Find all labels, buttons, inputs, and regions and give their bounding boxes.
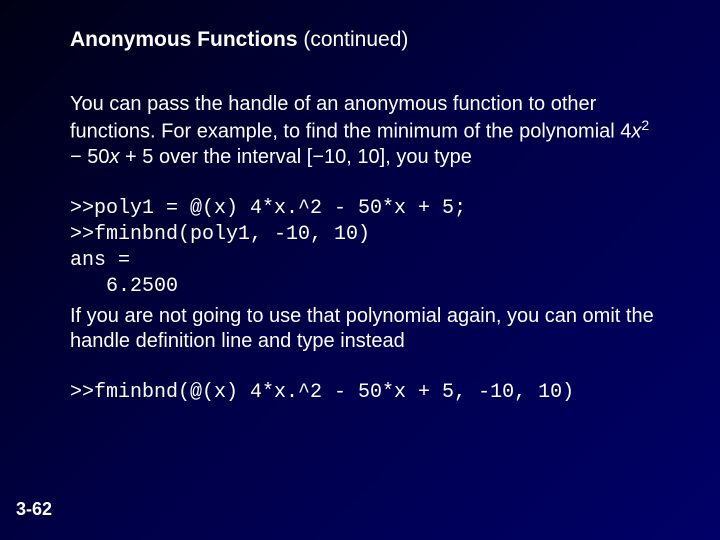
- code-block-2: >>fminbnd(@(x) 4*x.^2 - 50*x + 5, -10, 1…: [70, 380, 660, 406]
- superscript-2: 2: [641, 117, 649, 133]
- slide-content: Anonymous Functions (continued) You can …: [0, 0, 720, 406]
- para1-part-b: − 50: [70, 146, 109, 168]
- paragraph-2: If you are not going to use that polynom…: [70, 304, 660, 354]
- paragraph-1: You can pass the handle of an anonymous …: [70, 92, 660, 170]
- var-x-1: x: [631, 121, 641, 143]
- title-main: Anonymous Functions: [70, 28, 298, 51]
- para1-part-a: You can pass the handle of an anonymous …: [70, 93, 631, 143]
- title-continued: (continued): [298, 28, 409, 51]
- para1-part-c: + 5 over the interval [−10, 10], you typ…: [119, 146, 471, 168]
- var-x-2: x: [109, 146, 119, 168]
- page-number: 3-62: [16, 499, 52, 520]
- code-block-1: >>poly1 = @(x) 4*x.^2 - 50*x + 5; >>fmin…: [70, 196, 660, 300]
- slide-title: Anonymous Functions (continued): [70, 28, 660, 52]
